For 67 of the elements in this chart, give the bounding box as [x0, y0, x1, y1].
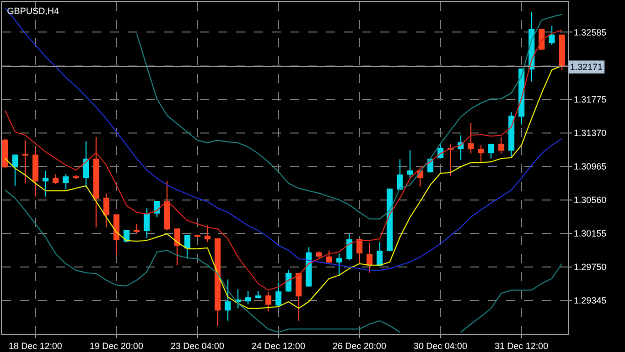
candlestick — [346, 233, 352, 261]
text: GBPUSD,H4 — [7, 6, 60, 16]
candlestick — [508, 112, 514, 158]
ref-line-label: 1.32171 — [570, 62, 603, 72]
candlestick — [124, 230, 130, 243]
x-tick-label: 31 Dec 12:00 — [494, 340, 548, 351]
candlestick — [498, 136, 504, 154]
candlestick — [558, 34, 565, 70]
candlestick — [164, 180, 170, 232]
candlestick — [326, 250, 332, 264]
candlestick — [356, 239, 362, 264]
candlestick — [396, 158, 403, 190]
y-tick-label: 1.31775 — [574, 94, 606, 104]
candlestick — [234, 288, 241, 309]
y-tick-label: 1.31370 — [574, 128, 606, 138]
candlestick — [275, 282, 282, 308]
x-tick-label: 24 Dec 12:00 — [252, 340, 306, 351]
candlestick — [113, 214, 120, 256]
candlestick — [306, 246, 312, 288]
x-tick-label: 30 Dec 04:00 — [414, 340, 468, 351]
y-tick-label: 1.30965 — [574, 161, 606, 172]
y-tick-label: 1.30155 — [574, 228, 606, 239]
candlestick — [184, 234, 190, 260]
candlestick — [407, 150, 414, 179]
candlestick — [224, 278, 231, 322]
candlestick — [194, 234, 200, 238]
candlestick — [286, 270, 292, 292]
candlestick — [103, 192, 110, 228]
candlestick — [478, 144, 484, 162]
candlestick — [488, 144, 494, 159]
candlestick — [448, 143, 454, 176]
candlestick — [316, 250, 322, 258]
candlestick — [2, 138, 8, 169]
candlestick — [174, 228, 180, 266]
candlestick — [52, 174, 59, 185]
x-tick-label: 18 Dec 12:00 — [8, 340, 62, 351]
candlestick — [22, 140, 28, 184]
line-series — [4, 65, 562, 309]
candlestick — [12, 154, 18, 186]
candlestick — [366, 242, 373, 274]
candlestick — [204, 225, 211, 243]
candlestick — [42, 170, 49, 198]
candlestick — [93, 136, 100, 228]
y-tick-label: 1.29345 — [574, 296, 606, 306]
x-tick-label: 23 Dec 04:00 — [170, 340, 224, 351]
candlestick — [296, 273, 302, 322]
y-tick-label: 1.32585 — [574, 27, 606, 38]
candlestick — [468, 122, 474, 154]
y-tick-label: 1.29750 — [574, 262, 606, 272]
candlestick — [214, 238, 221, 326]
candlestick — [134, 223, 140, 234]
candlestick — [386, 188, 393, 252]
candlestick — [376, 242, 383, 266]
candlestick — [32, 146, 38, 198]
candlestick — [62, 174, 69, 190]
candlestick — [83, 140, 90, 188]
candlestick — [265, 291, 272, 312]
x-tick-label: 26 Dec 20:00 — [332, 340, 386, 351]
line-series — [136, 14, 562, 220]
candlestick — [144, 208, 150, 238]
candlestick — [72, 174, 79, 180]
y-tick-label: 1.30560 — [574, 195, 606, 206]
candlestick — [245, 290, 252, 305]
candlestick — [336, 253, 342, 277]
candlestick — [255, 290, 262, 299]
candlestick — [548, 26, 555, 46]
x-tick-label: 19 Dec 20:00 — [90, 340, 144, 351]
